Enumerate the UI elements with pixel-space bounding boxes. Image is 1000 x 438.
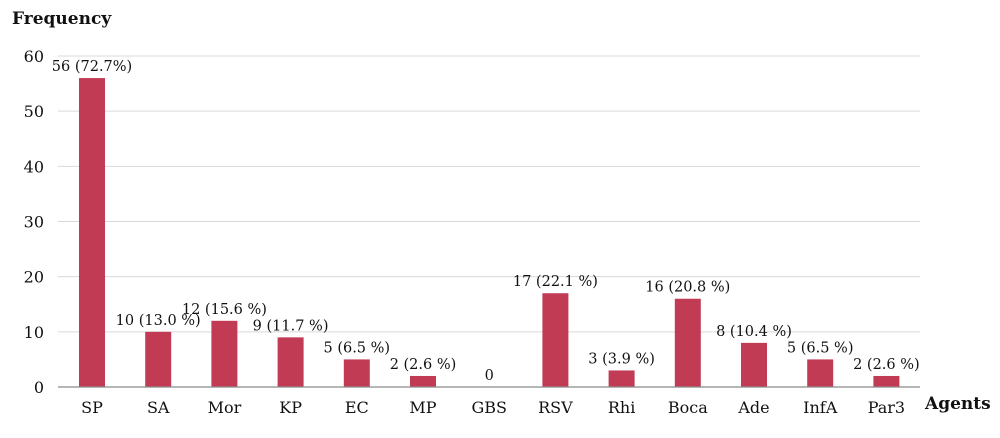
bar-mp (410, 375, 436, 387)
bar-rhi (608, 370, 635, 387)
y-tick-label: 10 (24, 323, 44, 342)
category-label: Par3 (868, 398, 905, 417)
category-label: EC (345, 398, 369, 417)
y-tick-label: 20 (24, 268, 44, 287)
data-label: 5 (6.5 %) (787, 340, 854, 356)
data-label: 2 (2.6 %) (390, 357, 457, 373)
category-label: KP (279, 398, 302, 417)
category-label: Mor (208, 398, 242, 417)
bar-sa (145, 331, 172, 387)
category-label: MP (409, 398, 436, 417)
y-tick-label: 30 (24, 213, 44, 232)
y-tick-label: 60 (24, 47, 44, 66)
bar-mor (211, 320, 238, 387)
bar-kp (277, 337, 304, 387)
bar-infa (807, 359, 834, 387)
gridlines (58, 55, 920, 333)
data-label: 3 (3.9 %) (588, 351, 655, 367)
data-label: 2 (2.6 %) (853, 357, 920, 373)
category-label: GBS (471, 398, 507, 417)
data-label: 9 (11.7 %) (253, 318, 329, 334)
y-tick-labels: 0 10 20 30 40 50 60 (24, 47, 44, 397)
bar-ade (741, 342, 767, 387)
bar-par3 (873, 375, 900, 387)
y-axis-title: Frequency (12, 9, 112, 29)
category-label: SP (81, 398, 103, 417)
bar-boca (674, 298, 701, 387)
data-label: 17 (22.1 %) (513, 274, 598, 290)
bar-rsv (542, 293, 569, 387)
category-label: SA (147, 398, 170, 417)
x-axis-title: Agents (924, 394, 991, 414)
data-label: 10 (13.0 %) (116, 313, 201, 329)
y-tick-label: 40 (24, 157, 44, 176)
data-label: 0 (485, 368, 494, 384)
data-label: 8 (10.4 %) (716, 324, 792, 340)
data-label: 12 (15.6 %) (182, 302, 267, 318)
category-label: RSV (538, 398, 573, 417)
category-label: InfA (803, 398, 838, 417)
data-labels: 56 (72.7%) 10 (13.0 %)12 (15.6 %)9 (11.7 … (52, 59, 920, 384)
data-label: 16 (20.8 %) (645, 280, 730, 296)
category-label: Ade (737, 398, 769, 417)
bar-ec (343, 359, 370, 387)
y-tick-label: 0 (34, 378, 44, 397)
y-tick-label: 50 (24, 102, 44, 121)
category-label: Boca (668, 398, 708, 417)
category-label: Rhi (608, 398, 635, 417)
category-labels: SP SA Mor KP EC MP GBS RSV Rhi Boca Ade InfA Par3 (81, 398, 905, 417)
bar-sp (79, 78, 105, 388)
bars (79, 78, 900, 388)
data-label: 5 (6.5 %) (323, 340, 390, 356)
data-label: 56 (72.7%) (52, 59, 132, 75)
